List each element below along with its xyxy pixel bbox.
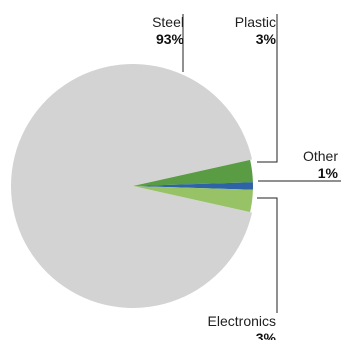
slice-value-electronics: 3% [256, 330, 277, 340]
slice-label-electronics: Electronics [208, 313, 276, 329]
slice-label-steel: Steel [152, 14, 184, 30]
slice-value-other: 1% [318, 165, 339, 181]
slice-label-plastic: Plastic [235, 14, 276, 30]
slice-value-plastic: 3% [256, 31, 277, 47]
slices-layer [11, 64, 253, 308]
leader-line-electronics [257, 198, 277, 313]
slice-label-other: Other [303, 148, 338, 164]
slice-value-steel: 93% [156, 31, 185, 47]
